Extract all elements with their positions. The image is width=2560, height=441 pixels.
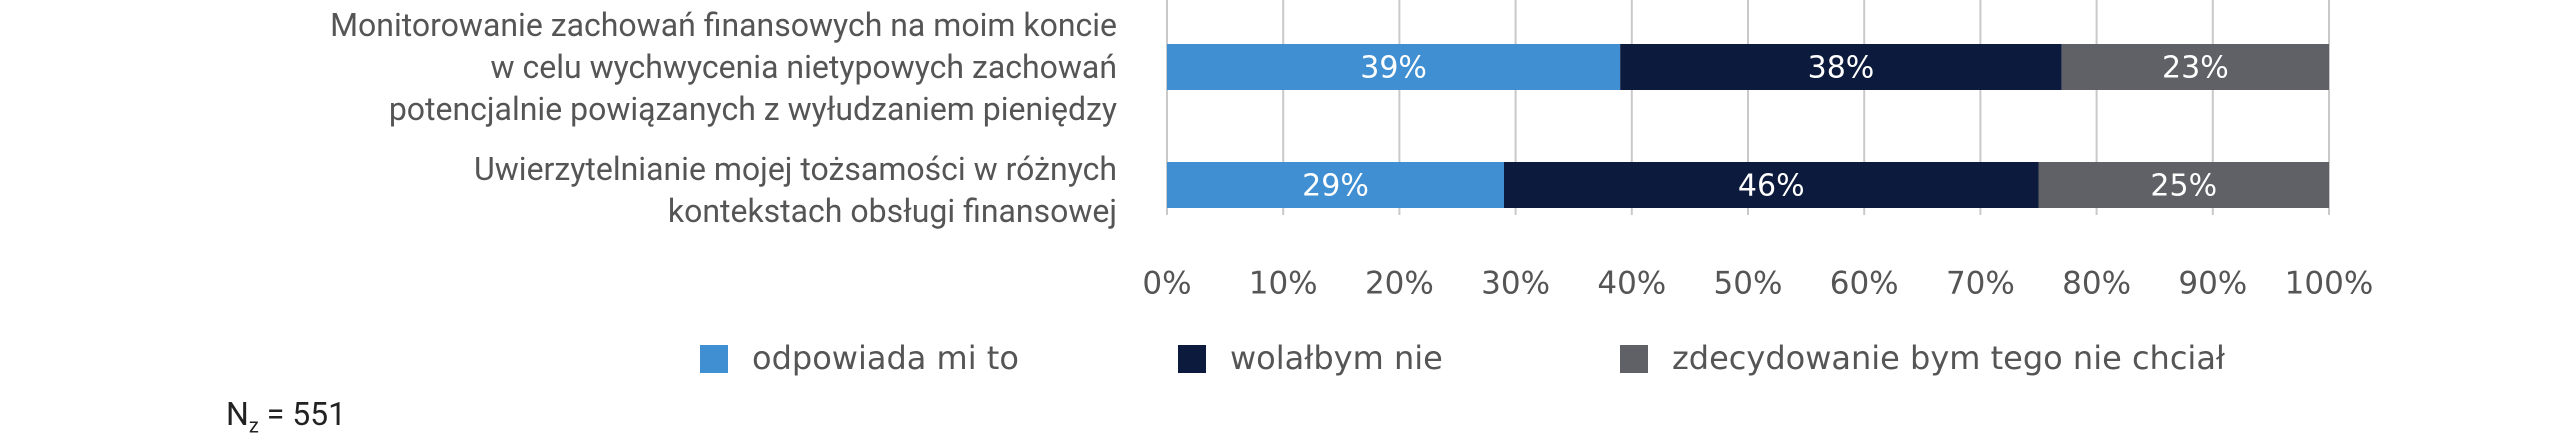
bar-segment — [1620, 44, 2062, 90]
x-tick-label: 40% — [1597, 266, 1666, 302]
x-tick-label: 30% — [1481, 266, 1550, 302]
category-label: Monitorowanie zachowań finansowych na mo… — [330, 6, 1117, 128]
x-tick-label: 60% — [1830, 266, 1899, 302]
legend-swatch — [1620, 345, 1648, 373]
legend-label: wolałbym nie — [1230, 339, 1443, 377]
note-rest: = 551 — [266, 395, 347, 433]
legend-swatch — [1178, 345, 1206, 373]
x-tick-label: 20% — [1365, 266, 1434, 302]
value-label: 29% — [1302, 169, 1369, 204]
x-tick-label: 80% — [2062, 266, 2131, 302]
value-label: 23% — [2162, 51, 2229, 86]
bar-segment — [1167, 44, 1621, 90]
value-label: 46% — [1738, 169, 1805, 204]
value-label: 38% — [1808, 51, 1875, 86]
x-tick-label: 70% — [1946, 266, 2015, 302]
x-tick-label: 90% — [2178, 266, 2247, 302]
note-sub: z — [248, 413, 259, 438]
bar-segment — [2038, 162, 2329, 208]
x-tick-label: 100% — [2285, 266, 2374, 302]
sample-size: Nz = 551 — [226, 395, 346, 437]
category-label: Uwierzytelnianie mojej tożsamości w różn… — [474, 150, 1117, 230]
x-tick-label: 10% — [1249, 266, 1318, 302]
bar-segment — [2061, 44, 2329, 90]
value-label: 25% — [2150, 169, 2217, 204]
value-label: 39% — [1360, 51, 1427, 86]
bar-segment — [1167, 162, 1504, 208]
legend-label: zdecydowanie bym tego nie chciał — [1672, 339, 2226, 377]
x-tick-label: 0% — [1142, 266, 1191, 302]
note-main: N — [226, 395, 249, 433]
x-tick-label: 50% — [1714, 266, 1783, 302]
bar-segment — [1503, 162, 2039, 208]
legend-swatch — [700, 345, 728, 373]
legend-label: odpowiada mi to — [752, 339, 1019, 377]
